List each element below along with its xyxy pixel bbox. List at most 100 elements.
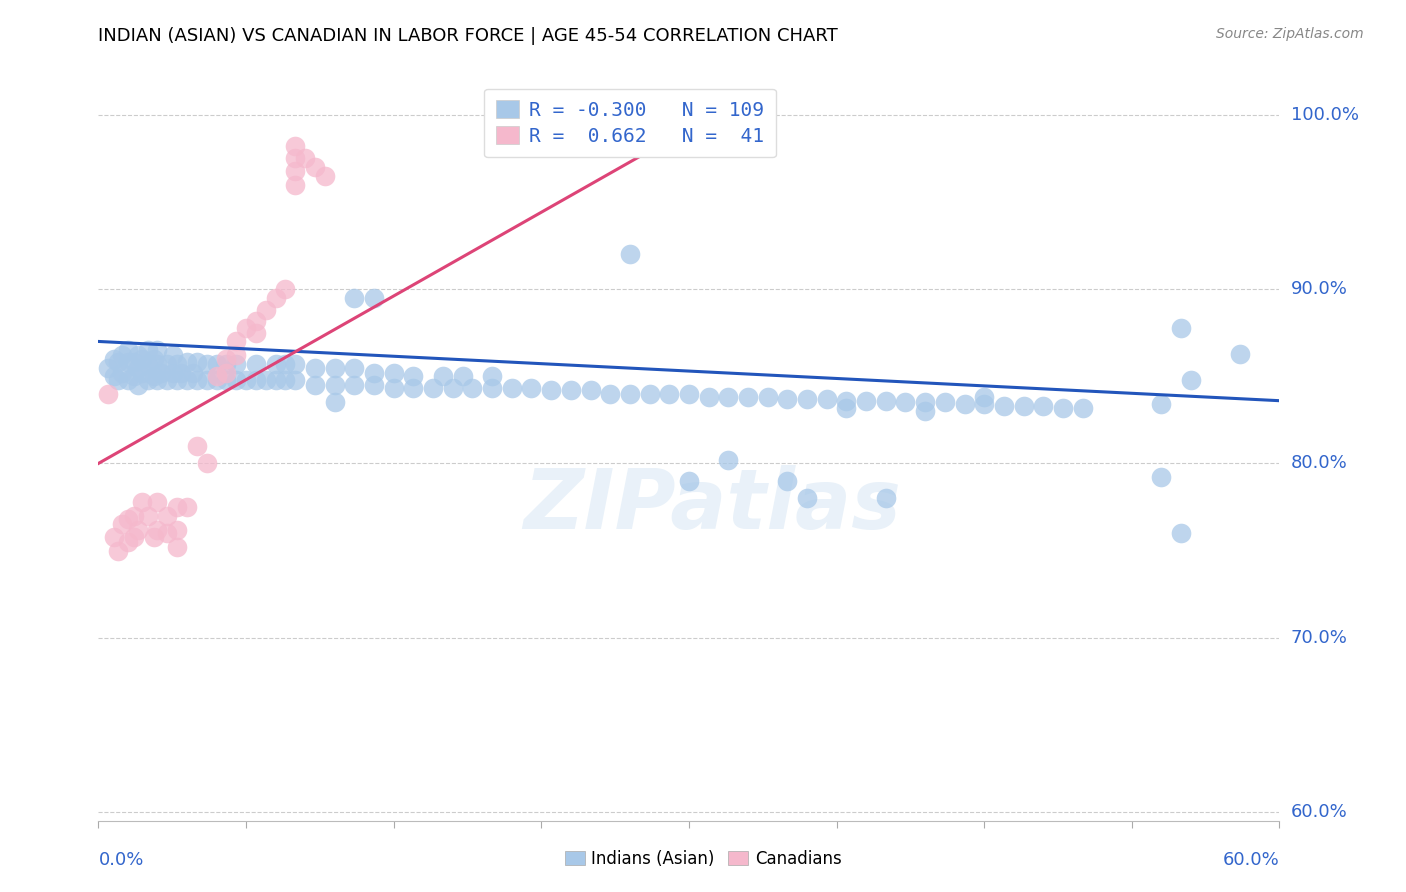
Point: [117, 355, 139, 369]
Point: [156, 357, 179, 371]
Point: [225, 357, 247, 371]
Point: [934, 395, 956, 409]
Point: [973, 390, 995, 404]
Point: [136, 343, 159, 358]
Point: [973, 397, 995, 411]
Point: [658, 386, 681, 401]
Point: [127, 360, 149, 375]
Point: [1150, 470, 1173, 484]
Point: [156, 508, 179, 523]
Point: [461, 382, 484, 396]
Point: [103, 530, 125, 544]
Point: [619, 386, 641, 401]
Point: [717, 390, 740, 404]
Point: [284, 163, 307, 178]
Point: [441, 382, 464, 396]
Point: [619, 247, 641, 261]
Point: [343, 360, 366, 375]
Point: [304, 160, 326, 174]
Point: [717, 453, 740, 467]
Point: [776, 474, 799, 488]
Point: [953, 397, 976, 411]
Point: [162, 366, 184, 380]
Point: [103, 351, 125, 366]
Point: [697, 390, 720, 404]
Point: [560, 383, 582, 397]
Point: [796, 491, 818, 506]
Point: [875, 491, 897, 506]
Point: [756, 390, 779, 404]
Point: [181, 366, 204, 380]
Point: [122, 369, 145, 384]
Point: [146, 343, 169, 358]
Point: [363, 366, 385, 380]
Point: [186, 373, 208, 387]
Point: [131, 495, 153, 509]
Point: [284, 373, 307, 387]
Point: [107, 543, 129, 558]
Point: [156, 373, 179, 387]
Point: [131, 351, 153, 366]
Point: [245, 357, 267, 371]
Point: [432, 369, 454, 384]
Point: [225, 348, 247, 362]
Point: [284, 178, 307, 192]
Point: [146, 523, 169, 537]
Text: ZIPatlas: ZIPatlas: [523, 466, 901, 547]
Point: [235, 320, 257, 334]
Point: [127, 523, 149, 537]
Point: [166, 357, 188, 371]
Point: [205, 373, 228, 387]
Point: [451, 369, 474, 384]
Point: [146, 373, 169, 387]
Point: [111, 348, 134, 362]
Point: [284, 139, 307, 153]
Point: [195, 457, 218, 471]
Point: [235, 373, 257, 387]
Point: [205, 369, 228, 384]
Point: [117, 512, 139, 526]
Point: [264, 291, 287, 305]
Point: [402, 369, 425, 384]
Point: [254, 373, 277, 387]
Point: [136, 357, 159, 371]
Point: [225, 373, 247, 387]
Point: [245, 326, 267, 340]
Point: [1170, 320, 1192, 334]
Point: [323, 360, 346, 375]
Point: [225, 334, 247, 349]
Text: 60.0%: 60.0%: [1291, 803, 1347, 821]
Point: [1229, 346, 1251, 360]
Point: [540, 383, 562, 397]
Point: [215, 351, 238, 366]
Point: [215, 357, 238, 371]
Legend: Indians (Asian), Canadians: Indians (Asian), Canadians: [558, 844, 848, 875]
Point: [422, 382, 444, 396]
Point: [264, 373, 287, 387]
Point: [117, 534, 139, 549]
Point: [103, 369, 125, 384]
Point: [146, 495, 169, 509]
Point: [245, 313, 267, 327]
Point: [122, 508, 145, 523]
Point: [166, 523, 188, 537]
Point: [284, 357, 307, 371]
Point: [1012, 399, 1035, 413]
Point: [97, 386, 120, 401]
Point: [127, 348, 149, 362]
Point: [304, 360, 326, 375]
Point: [136, 508, 159, 523]
Point: [97, 360, 120, 375]
Point: [122, 355, 145, 369]
Point: [835, 393, 858, 408]
Point: [855, 393, 877, 408]
Point: [1308, 735, 1330, 749]
Point: [993, 399, 1015, 413]
Point: [363, 291, 385, 305]
Text: 0.0%: 0.0%: [98, 851, 143, 869]
Point: [599, 386, 621, 401]
Point: [176, 355, 198, 369]
Point: [323, 395, 346, 409]
Point: [776, 392, 799, 406]
Point: [215, 366, 238, 380]
